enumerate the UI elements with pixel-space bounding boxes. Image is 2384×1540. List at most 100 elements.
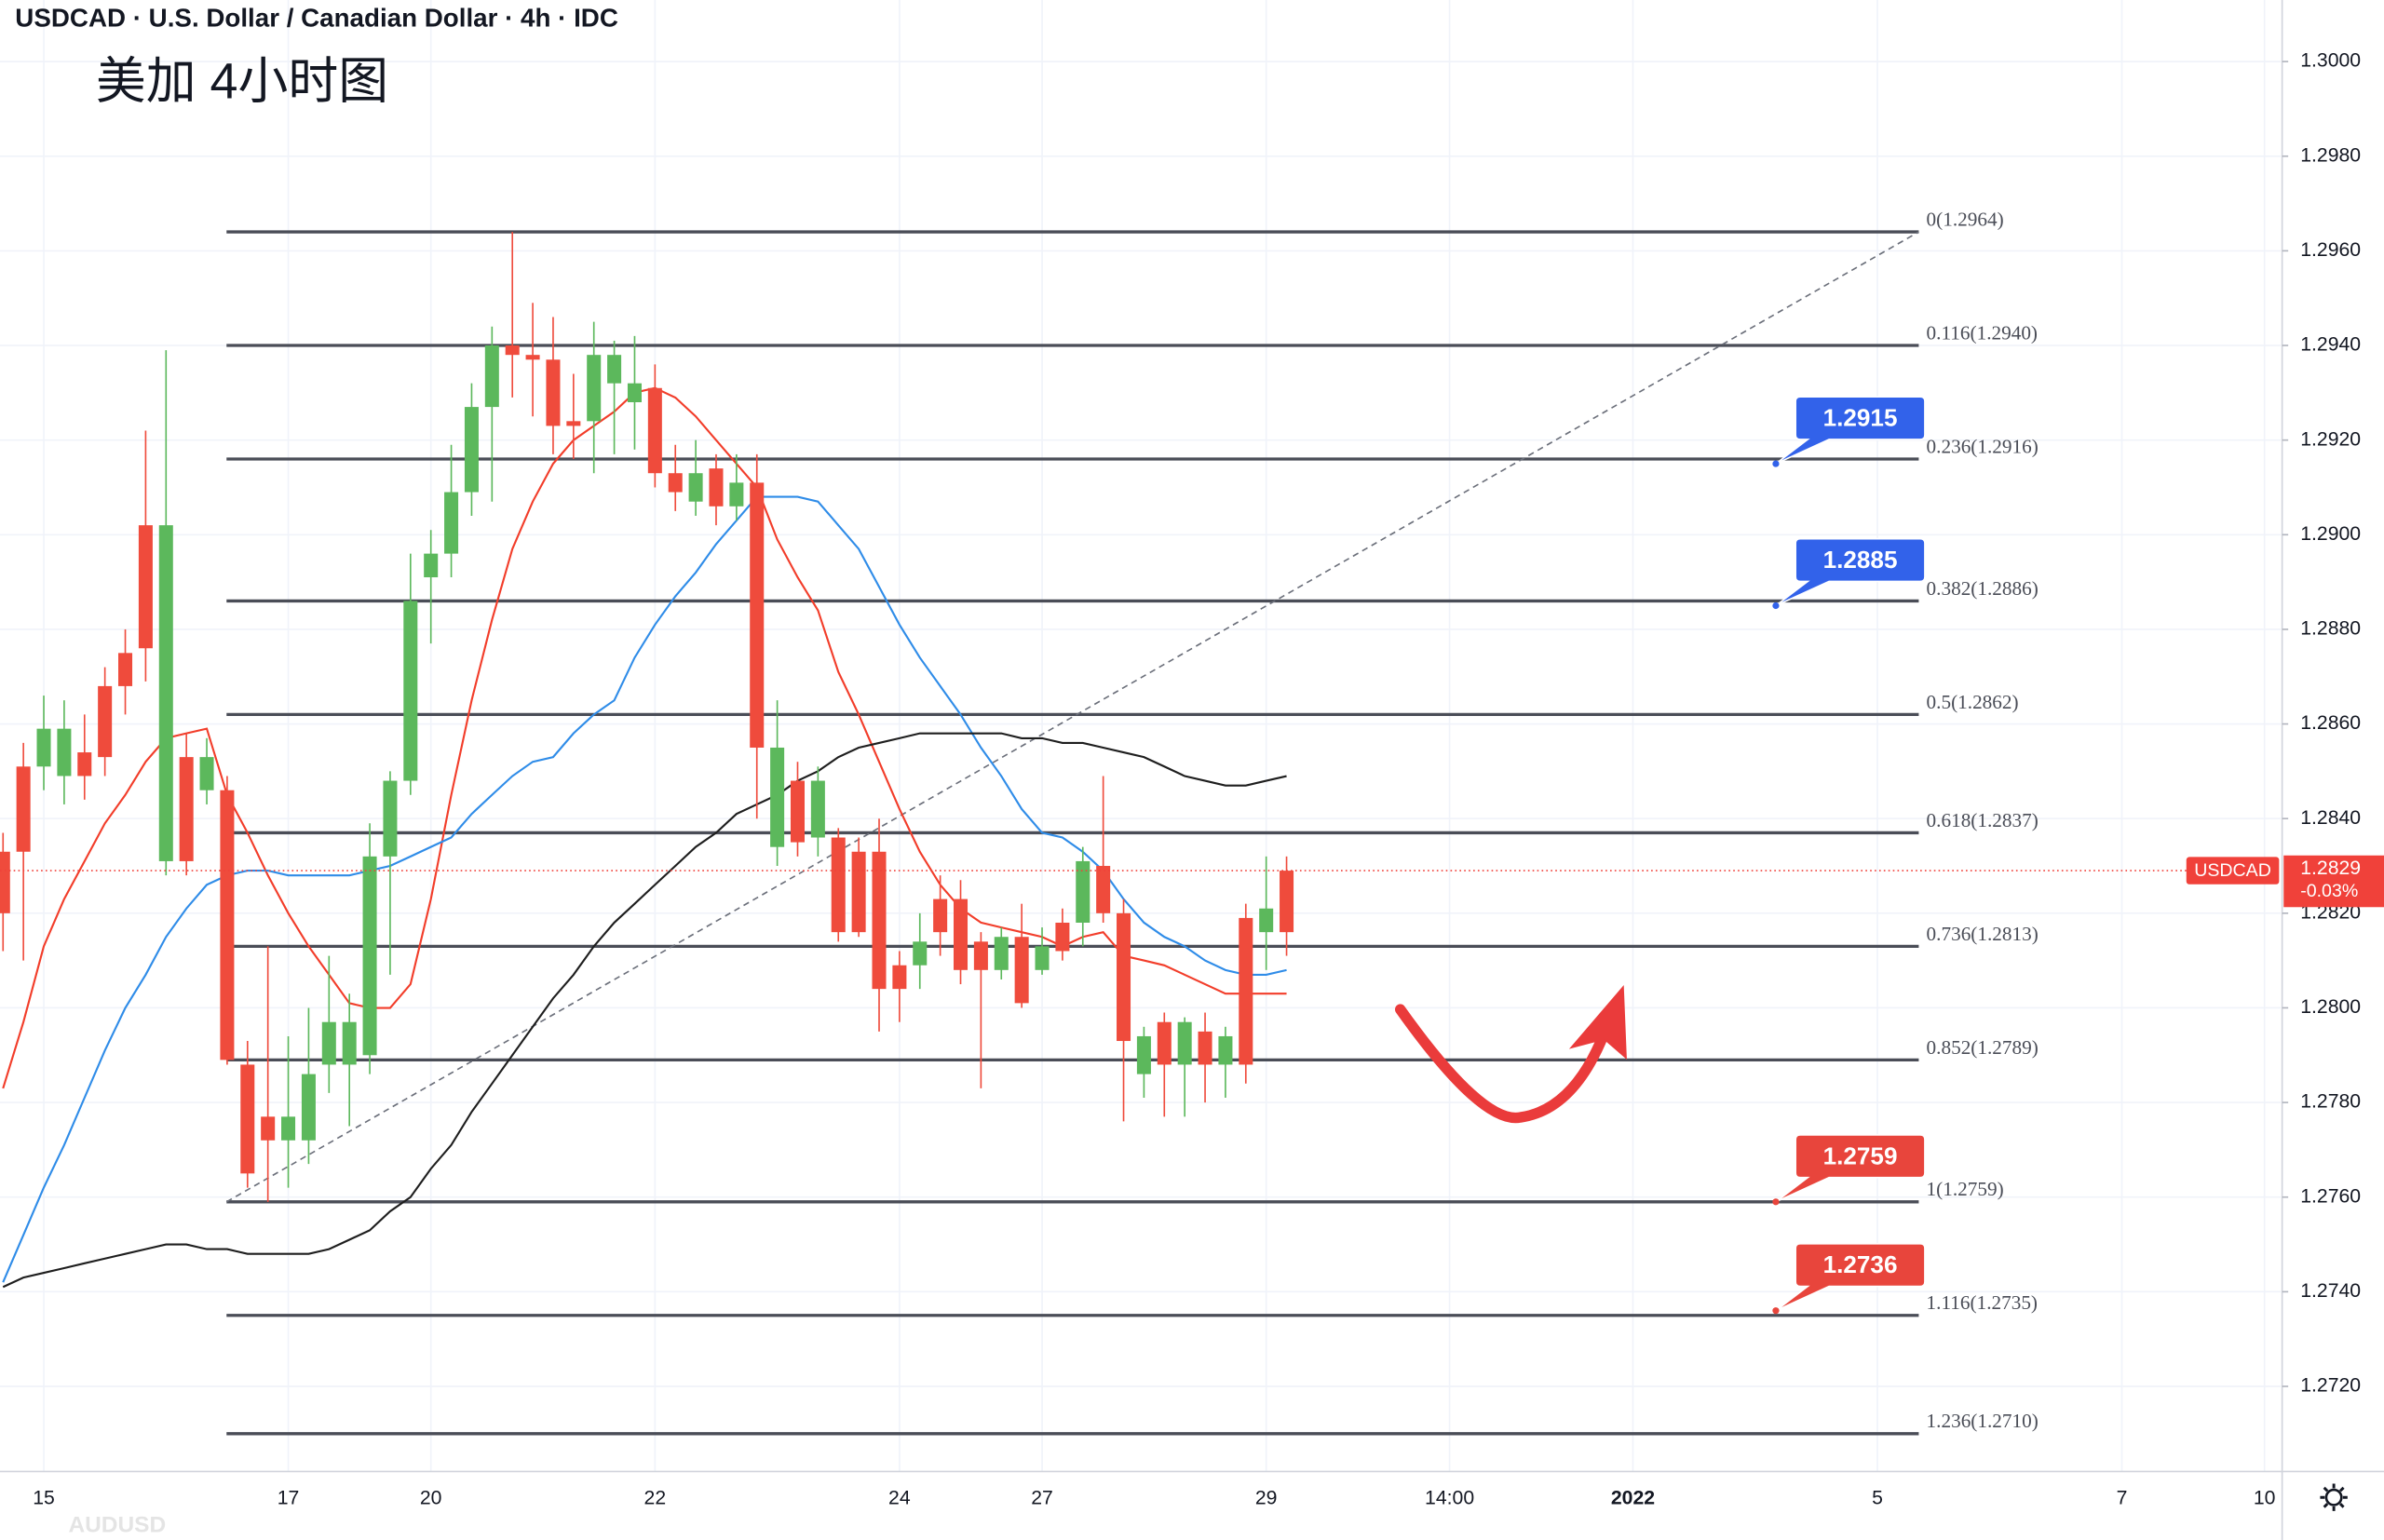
candle-body <box>199 757 214 790</box>
candle-body <box>1239 917 1253 1065</box>
candle-body <box>36 728 51 767</box>
candle-body <box>1280 871 1294 933</box>
y-tick-label: 1.2840 <box>2300 807 2361 829</box>
candle-body <box>1076 860 1090 923</box>
candle-body <box>525 355 540 360</box>
candle-body <box>1177 1021 1192 1065</box>
y-tick-label: 1.2860 <box>2300 712 2361 734</box>
symbol-tag <box>2186 857 2280 885</box>
candle-body <box>321 1021 336 1065</box>
fib-level-label: 1(1.2759) <box>1927 1178 2004 1200</box>
candle-body <box>709 468 724 507</box>
fib-level-label: 0.236(1.2916) <box>1927 435 2039 457</box>
candle-body <box>0 851 10 913</box>
fib-level-label: 0.618(1.2837) <box>1927 809 2039 831</box>
y-tick-label: 1.2920 <box>2300 428 2361 450</box>
callout-label: 1.2736 <box>1823 1250 1898 1278</box>
candle-body <box>933 898 948 933</box>
annotation: 美加 4小时图 <box>96 54 388 110</box>
candle-body <box>688 473 703 502</box>
x-tick-label: 29 <box>1255 1487 1278 1508</box>
candle-body <box>607 355 622 384</box>
x-tick-label: 20 <box>420 1487 442 1508</box>
candle-body <box>301 1074 316 1141</box>
fib-level-label: 0.736(1.2813) <box>1927 923 2039 945</box>
x-tick-label: 17 <box>278 1487 300 1508</box>
y-tick-label: 1.2780 <box>2300 1091 2361 1113</box>
candle-body <box>546 359 561 426</box>
candle-body <box>872 851 887 990</box>
candle-body <box>1218 1035 1233 1065</box>
y-tick-label: 1.2760 <box>2300 1185 2361 1207</box>
chart-title: USDCAD · U.S. Dollar / Canadian Dollar ·… <box>15 4 618 33</box>
indicator-line <box>2 495 1287 1283</box>
candle-body <box>505 345 520 356</box>
settings-icon[interactable] <box>2320 1483 2348 1511</box>
candle-body <box>750 482 765 748</box>
candle-body <box>16 766 31 852</box>
candle-body <box>362 856 377 1056</box>
candle-body <box>383 780 398 857</box>
callout-label: 1.2885 <box>1823 546 1898 574</box>
y-tick-label: 1.2720 <box>2300 1375 2361 1397</box>
y-tick-label: 1.2740 <box>2300 1280 2361 1302</box>
x-tick-label: 2022 <box>1611 1487 1655 1508</box>
candle-body <box>57 728 72 777</box>
candle-body <box>647 387 662 474</box>
candle-body <box>810 780 825 838</box>
candle-body <box>668 473 683 493</box>
callout-box <box>1775 396 1926 465</box>
fib-level-label: 1.116(1.2735) <box>1927 1291 2038 1314</box>
candle-body <box>770 747 785 847</box>
candle-body <box>240 1064 255 1174</box>
candle-body <box>403 601 418 781</box>
indicator-line <box>2 732 1287 1289</box>
candle-body <box>1014 937 1029 1004</box>
fib-level-label: 0.852(1.2789) <box>1927 1036 2039 1059</box>
candle-body <box>1259 908 1274 933</box>
candle-body <box>994 937 1009 970</box>
candle-body <box>1117 912 1131 1042</box>
fib-level-label: 1.236(1.2710) <box>1927 1410 2039 1432</box>
fib-trend-line <box>225 231 1919 1203</box>
symbol-tag-label: USDCAD <box>2194 860 2271 881</box>
forecast-arrow <box>1394 1004 1610 1124</box>
candle-body <box>118 653 133 686</box>
candle-body <box>954 898 968 970</box>
y-tick-label: 1.2880 <box>2300 618 2361 640</box>
fib-level-label: 0.116(1.2940) <box>1927 321 2038 344</box>
forecast-arrow-head <box>1568 985 1627 1060</box>
y-tick-label: 1.2960 <box>2300 239 2361 261</box>
callout-anchor <box>1772 1307 1780 1315</box>
y-tick-label: 1.2980 <box>2300 144 2361 166</box>
y-tick-label: 1.2900 <box>2300 523 2361 545</box>
candle-body <box>790 780 805 843</box>
settings-icon-spokes[interactable] <box>2320 1483 2348 1511</box>
callout-label: 1.2915 <box>1823 404 1898 432</box>
callout-anchor <box>1772 460 1780 467</box>
callout-anchor <box>1772 1198 1780 1206</box>
x-tick-label: 22 <box>644 1487 667 1508</box>
callout-box <box>1775 1243 1926 1312</box>
candle-body <box>444 492 459 554</box>
candle-body <box>98 685 113 758</box>
footer-symbol: AUDUSD <box>68 1513 166 1538</box>
x-tick-label: 5 <box>1872 1487 1883 1508</box>
candle-body <box>587 355 602 422</box>
x-tick-label: 14:00 <box>1425 1487 1474 1508</box>
plot-area: 0(1.2964) 0.116(1.2940) 0.236(1.2916) 0.382… <box>0 209 2281 1436</box>
fib-level-label: 0(1.2964) <box>1927 209 2004 231</box>
candle-body <box>138 525 153 649</box>
candle-body <box>566 421 581 426</box>
candle-body <box>729 482 744 507</box>
x-tick-label: 7 <box>2117 1487 2128 1508</box>
fib-level-label: 0.382(1.2886) <box>1927 577 2039 600</box>
candle-body <box>220 790 235 1060</box>
candle-body <box>1035 946 1050 970</box>
candle-body <box>1055 922 1070 952</box>
candle-body <box>158 525 173 861</box>
candle-body <box>1157 1021 1172 1065</box>
settings-icon-ring[interactable] <box>2324 1488 2343 1506</box>
